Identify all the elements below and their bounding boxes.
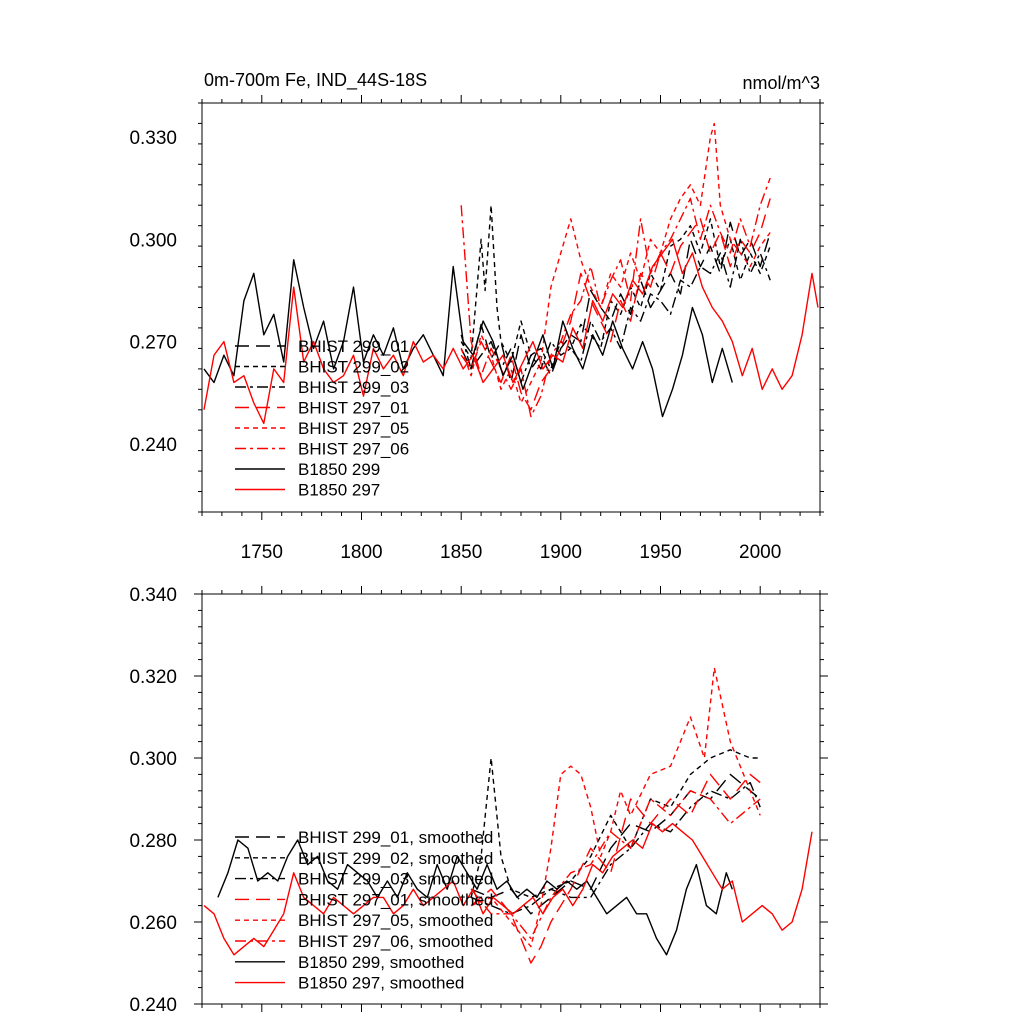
x-tick-label: 1950: [639, 542, 681, 563]
legend-label: BHIST 299_01, smoothed: [298, 828, 493, 847]
series-line-0-6: [203, 259, 733, 418]
series-line-0-5: [460, 177, 771, 418]
legend-label: B1850 297: [298, 481, 380, 500]
x-tick-label: 2000: [739, 542, 781, 563]
plot-frame: [201, 593, 821, 1005]
legend-label: B1850 297, smoothed: [298, 974, 464, 993]
top-panel: 0.240 0.270 0.300 0.330 1750 1800 1850 1900 1950…: [129, 70, 824, 563]
series-line-1-1: [470, 749, 761, 899]
y-tick-label: 0.340: [129, 585, 177, 606]
legend-label: BHIST 297_01: [298, 399, 409, 418]
legend-label: BHIST 297_05, smoothed: [298, 911, 493, 930]
x-tick-label: 1850: [440, 542, 482, 563]
series-line-0-3: [460, 198, 771, 411]
series-line-1-6: [217, 839, 733, 956]
series-line-1-4: [470, 667, 761, 948]
legend-label: BHIST 297_06, smoothed: [298, 932, 493, 951]
chart-title: 0m-700m Fe, IND_44S-18S: [204, 70, 427, 91]
bottom-panel: 0.240 0.260 0.280 0.300 0.320 0.340 BHIST 299_…: [129, 585, 828, 1016]
series-line-1-0: [470, 773, 761, 915]
y-tick-label: 0.240: [129, 435, 177, 456]
y-tick-label: 0.240: [129, 995, 177, 1016]
legend-label: BHIST 299_03, smoothed: [298, 870, 493, 889]
y-tick-label: 0.270: [129, 333, 177, 354]
legend-label: B1850 299, smoothed: [298, 953, 464, 972]
units-label: nmol/m^3: [743, 73, 820, 93]
y-tick-label: 0.260: [129, 913, 177, 934]
legend-label: BHIST 299_01: [298, 337, 409, 356]
y-tick-label: 0.280: [129, 831, 177, 852]
legend-label: BHIST 297_05: [298, 419, 409, 438]
series-line-0-1: [460, 204, 771, 370]
series-line-1-7: [203, 822, 813, 956]
series-line-1-2: [470, 781, 761, 915]
legend-label: BHIST 299_02, smoothed: [298, 849, 493, 868]
legend-label: BHIST 297_06: [298, 440, 409, 459]
series-line-0-2: [460, 238, 771, 384]
y-tick-label: 0.300: [129, 749, 177, 770]
series-line-0-7: [203, 238, 819, 425]
x-tick-label: 1900: [540, 542, 582, 563]
x-tick-label: 1750: [241, 542, 283, 563]
y-tick-label: 0.300: [129, 230, 177, 251]
legend-label: B1850 299: [298, 460, 380, 479]
y-tick-label: 0.330: [129, 128, 177, 149]
x-tick-label: 1800: [340, 542, 382, 563]
legend-label: BHIST 299_03: [298, 378, 409, 397]
legend-label: BHIST 297_01, smoothed: [298, 890, 493, 909]
series-line-1-3: [470, 773, 761, 964]
y-tick-label: 0.320: [129, 667, 177, 688]
series-line-0-4: [460, 122, 771, 404]
series-line-1-5: [470, 790, 761, 940]
legend-label: BHIST 299_02: [298, 358, 409, 377]
plot-frame: [201, 102, 821, 513]
legend: BHIST 299_01, smoothed BHIST 299_02, smoo…: [235, 828, 493, 993]
